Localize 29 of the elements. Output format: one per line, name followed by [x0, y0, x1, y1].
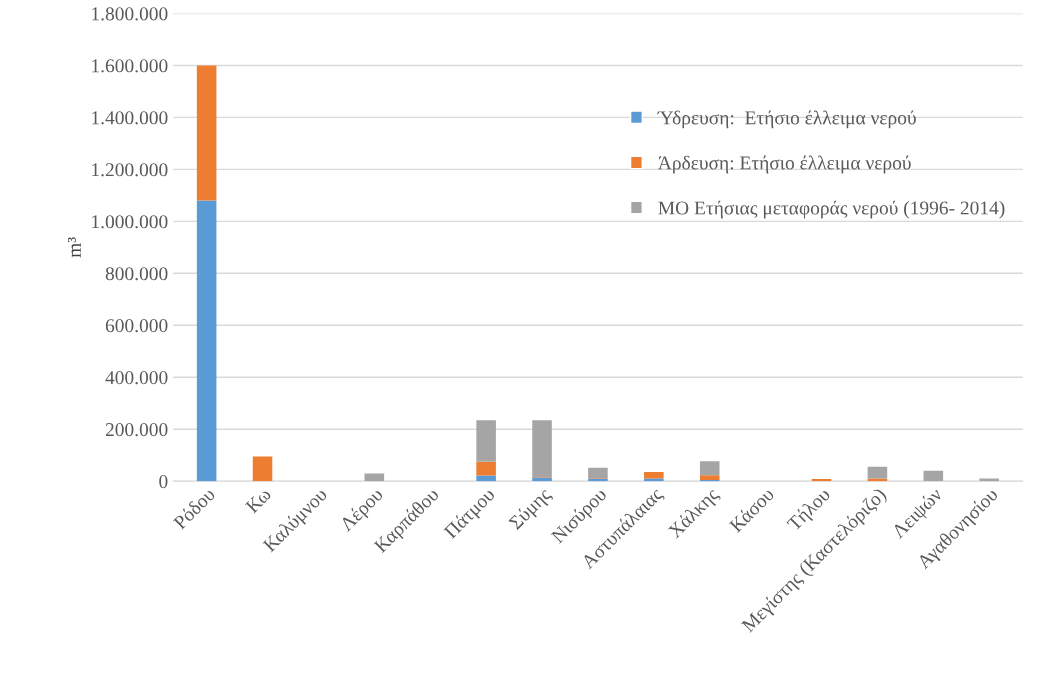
- y-tick-label: 1.200.000: [92, 163, 168, 177]
- bar: [196, 200, 217, 482]
- y-tick-label: 1.800.000: [92, 7, 168, 21]
- y-tick-label: 600.000: [105, 319, 168, 333]
- bar: [644, 472, 664, 479]
- bar: [364, 473, 385, 482]
- legend-label: ΜΟ Ετήσιας μεταφοράς νερού (1996- 2014): [658, 200, 1005, 219]
- bar: [476, 420, 496, 462]
- bar: [196, 65, 217, 201]
- bar: [699, 475, 720, 480]
- bar: [476, 461, 496, 476]
- legend-label: Άρδευση: Ετήσιο έλλειμα νερού: [658, 155, 911, 174]
- bar: [923, 470, 944, 482]
- bar: [867, 466, 888, 479]
- y-tick-label: 200.000: [105, 423, 168, 437]
- bar: [476, 475, 496, 482]
- y-tick-label: 1.400.000: [92, 111, 168, 125]
- y-tick-label: 800.000: [105, 267, 168, 281]
- legend-label: Ύδρευση: Ετήσιο έλλειμα νερού: [657, 110, 916, 129]
- bar: [699, 461, 720, 476]
- bar: [252, 456, 273, 482]
- bar: [811, 479, 832, 482]
- y-axis-title: m³: [67, 237, 81, 258]
- bar: [532, 420, 552, 478]
- y-tick-label: 1.000.000: [92, 215, 168, 229]
- y-tick-label: 400.000: [105, 371, 168, 385]
- bar: [588, 467, 608, 479]
- y-tick-label: 0: [159, 475, 168, 489]
- y-tick-label: 1.600.000: [92, 59, 168, 73]
